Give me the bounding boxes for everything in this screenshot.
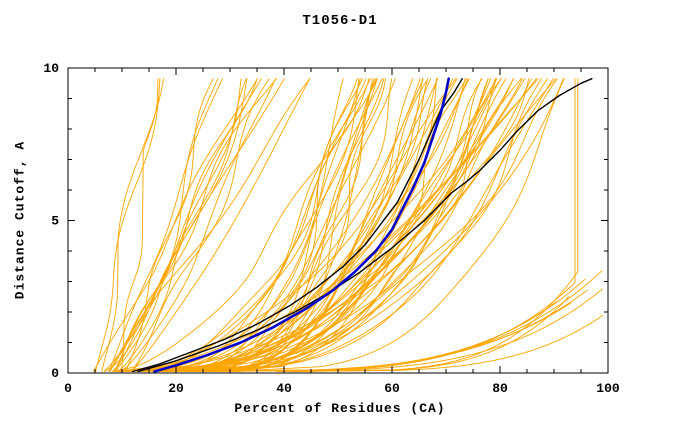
ensemble-curve (127, 78, 497, 372)
highlight-curve (153, 77, 451, 373)
ensemble-curve (175, 78, 492, 372)
ensemble-curve (140, 78, 360, 372)
ensemble-curve (95, 78, 161, 372)
ensemble-curve (117, 78, 383, 372)
ensemble-curve (193, 78, 489, 372)
ensemble-curve (205, 78, 373, 372)
ensemble-curve (157, 78, 454, 372)
ensemble-curve (121, 78, 502, 372)
ensemble-curve (209, 78, 432, 372)
x-tick-label: 40 (276, 381, 292, 396)
ensemble-curve (194, 78, 458, 372)
ensemble-curve (291, 296, 570, 372)
ensemble-curve (104, 78, 248, 372)
ensemble-curve (292, 78, 579, 372)
ensemble-curve (202, 78, 514, 372)
ensemble-curve (212, 78, 498, 372)
ensemble-curve (238, 78, 377, 372)
ensemble-curve (119, 78, 276, 372)
ensemble-curve (116, 78, 277, 372)
ensemble-curve (109, 78, 311, 372)
ensemble-curve (108, 78, 223, 372)
ensemble-curve (103, 78, 262, 372)
ensemble-curve (111, 78, 219, 372)
x-tick-label: 60 (384, 381, 400, 396)
ensemble-curve (159, 78, 470, 372)
ensemble-curve (113, 78, 370, 372)
ensemble-curve (123, 78, 457, 372)
x-tick-label: 80 (492, 381, 508, 396)
ensemble-curve (158, 289, 588, 372)
ensemble-curve (93, 78, 258, 372)
ensemble-curve (101, 78, 164, 372)
ensemble-curve (117, 78, 469, 372)
ensemble-curve (157, 78, 523, 372)
ensemble-curve (117, 78, 242, 372)
x-tick-label: 20 (168, 381, 184, 396)
x-tick-label: 0 (64, 381, 72, 396)
ensemble-curve (203, 78, 576, 372)
y-tick-label: 0 (51, 366, 59, 381)
ensemble-curve (175, 78, 502, 372)
reference-curve-2 (137, 77, 593, 373)
x-axis-label: Percent of Residues (CA) (234, 401, 446, 416)
ensemble-curve (113, 78, 247, 372)
ensemble-curve (117, 78, 367, 372)
ensemble-curve (161, 78, 466, 372)
ensemble-curve (130, 78, 270, 372)
y-axis-label: Distance Cutoff, A (12, 140, 28, 300)
ensemble-curve (151, 78, 424, 372)
x-tick-label: 100 (596, 381, 620, 396)
ensemble-curve (171, 78, 364, 372)
ensemble-curve (276, 314, 604, 372)
ensemble-curve (144, 78, 548, 372)
ensemble-curve (229, 78, 565, 372)
ensemble-curve (175, 78, 542, 372)
y-tick-label: 5 (51, 214, 59, 229)
ensemble-curve (215, 78, 378, 372)
ensemble-curve (202, 288, 603, 372)
ensemble-curve (181, 78, 489, 372)
reference-curve-1 (132, 77, 463, 373)
ensemble-curve (130, 78, 311, 372)
ensemble-curve (120, 78, 159, 372)
chart-title: T1056-D1 (302, 13, 378, 29)
ensemble-curve (139, 78, 496, 372)
y-tick-label: 10 (43, 61, 59, 76)
ensemble-curve (115, 78, 532, 372)
ensemble-curve (151, 78, 378, 372)
